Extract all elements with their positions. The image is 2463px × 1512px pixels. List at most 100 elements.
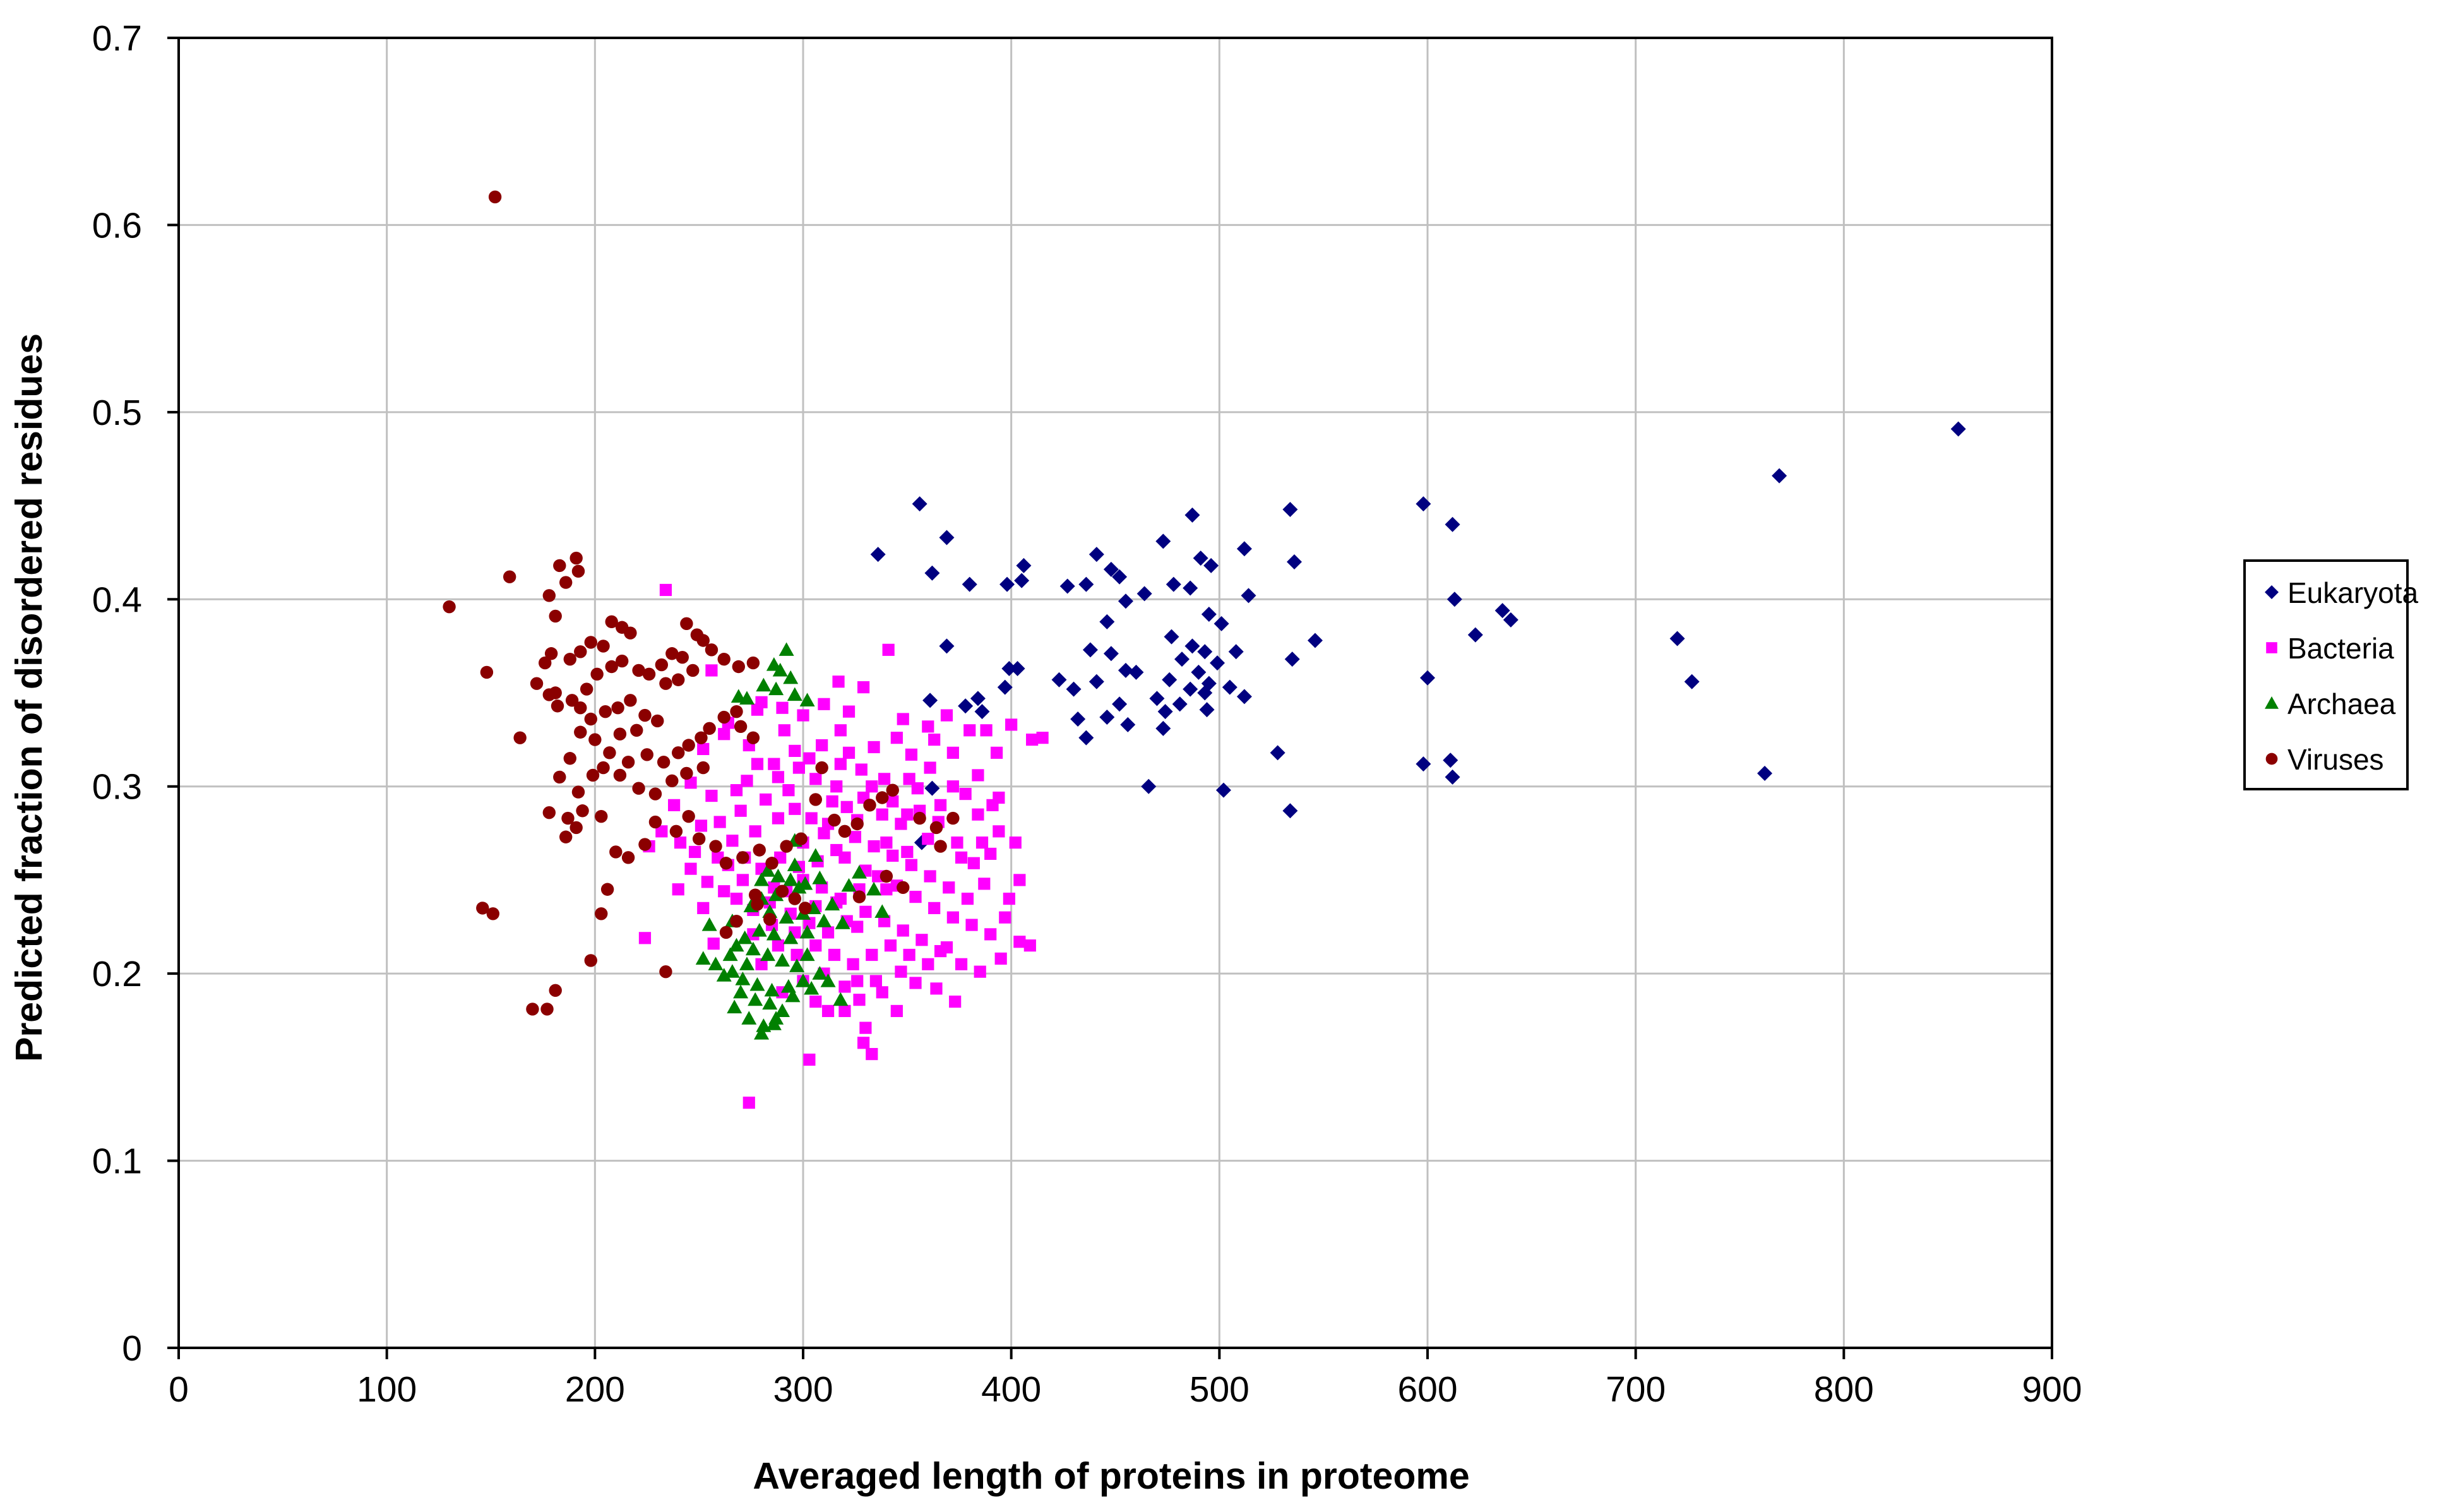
data-point [586,768,600,782]
data-point [940,941,953,954]
data-point [789,802,801,815]
data-point [895,818,907,830]
data-point [1005,718,1018,731]
data-point [609,845,623,859]
data-point [820,973,836,987]
data-point [834,724,847,737]
data-point [574,725,587,739]
data-point [1118,662,1133,678]
data-point [682,809,695,823]
data-point [648,815,662,829]
data-point [600,883,614,896]
data-point [955,958,968,970]
data-point [946,780,959,793]
data-point [834,758,847,770]
data-point [1166,576,1181,592]
legend: Eukaryota Bacteria Archaea Viruses [2243,559,2419,790]
series-bacteria [638,583,1049,1109]
data-point [755,958,768,970]
data-point [766,926,782,941]
data-point [580,682,593,696]
data-point [809,939,822,952]
plot-area-frame [177,37,2053,1349]
data-point [565,694,579,707]
data-point [480,665,494,679]
data-point [642,667,656,681]
data-point [962,576,977,592]
data-point [851,975,864,987]
data-point [790,948,803,961]
data-point [838,1004,851,1018]
x-tick-label: 100 [357,1369,417,1410]
data-point [847,958,859,970]
data-point [870,547,886,563]
data-point [1214,616,1229,631]
data-point [657,755,671,769]
data-point [890,1004,903,1018]
data-point [990,746,1003,759]
data-point [1191,664,1207,680]
data-point [717,710,731,724]
data-point [828,948,841,961]
data-point [928,902,941,914]
data-point [730,892,743,905]
data-point [705,789,718,802]
data-point [857,1037,870,1049]
data-point [809,793,822,806]
legend-label: Bacteria [2287,632,2394,665]
data-point [853,994,866,1006]
data-point [980,724,993,737]
data-point [772,939,785,952]
data-point [1197,685,1213,701]
data-point [934,799,947,811]
legend-items: Eukaryota Bacteria Archaea Viruses [2265,576,2419,776]
legend-label: Viruses [2287,743,2384,776]
data-point [897,881,910,894]
data-point [549,984,562,997]
data-point [669,824,683,838]
data-point [913,811,926,825]
data-point [768,758,780,770]
data-point [630,723,643,737]
data-point [632,664,645,677]
data-point [605,615,618,629]
data-point [748,888,762,902]
data-point [880,883,893,896]
data-point [783,670,799,684]
data-point [859,905,872,918]
data-point [1088,674,1104,689]
y-tick-label: 0.2 [92,954,142,994]
data-point [584,636,597,649]
data-point [718,728,731,741]
data-point [544,647,558,660]
data-point [760,863,775,877]
data-point [655,825,668,838]
data-point [876,986,888,999]
data-point [632,782,645,795]
data-point [809,996,822,1008]
data-point [868,840,880,853]
data-point [1112,569,1128,585]
legend-label: Archaea [2287,688,2396,720]
data-point [1416,496,1431,512]
data-point [695,819,708,832]
data-point [668,799,681,811]
data-point [701,876,713,888]
data-point [1183,580,1198,596]
data-point [803,917,816,929]
data-point [929,821,943,835]
data-point [775,953,790,967]
data-point [1184,507,1200,523]
data-point [943,881,955,894]
data-point [753,843,766,857]
data-point [905,859,918,871]
data-point [789,744,801,757]
data-point [775,884,789,898]
data-point [886,849,899,862]
data-point [745,941,761,956]
data-point [488,190,502,204]
data-point [746,731,760,744]
data-point [949,996,962,1008]
data-point [803,752,816,765]
data-point [613,768,627,782]
